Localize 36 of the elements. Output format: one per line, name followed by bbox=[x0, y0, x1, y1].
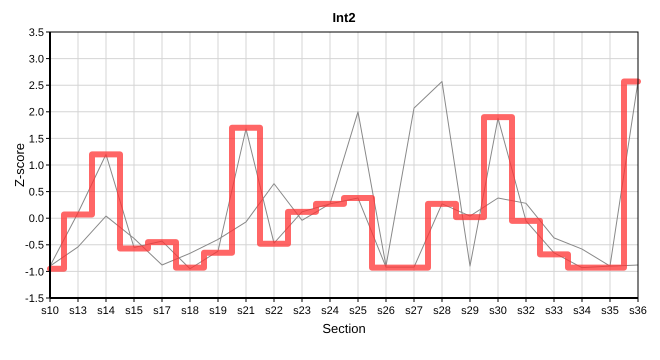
x-tick-label: s22 bbox=[265, 305, 283, 317]
x-tick-label: s35 bbox=[601, 305, 619, 317]
x-tick-label: s24 bbox=[321, 305, 339, 317]
y-tick-label: 2.0 bbox=[28, 106, 44, 119]
y-tick-label: 3.0 bbox=[28, 53, 44, 66]
y-tick-label: -0.5 bbox=[25, 240, 44, 252]
y-tick-label: 0.0 bbox=[28, 213, 44, 226]
x-tick-label: s34 bbox=[573, 305, 591, 317]
x-tick-label: s33 bbox=[545, 305, 563, 317]
y-tick-label: -1.5 bbox=[25, 292, 44, 305]
x-tick-label: s29 bbox=[461, 305, 479, 317]
x-tick-label: s30 bbox=[489, 305, 507, 317]
x-axis-title: Section bbox=[322, 321, 366, 336]
x-tick-label: s32 bbox=[517, 305, 535, 317]
x-tick-label: s36 bbox=[629, 305, 647, 317]
y-axis-title: Z-score bbox=[12, 142, 27, 188]
y-tick-label: 1.5 bbox=[28, 133, 44, 146]
y-tick-label: 0.5 bbox=[28, 186, 44, 198]
chart-title: Int2 bbox=[332, 10, 356, 25]
x-tick-label: s17 bbox=[153, 305, 171, 317]
x-tick-label: s13 bbox=[69, 305, 87, 317]
x-tick-label: s10 bbox=[41, 305, 59, 317]
y-tick-label: 2.5 bbox=[28, 80, 44, 92]
x-tick-label: s25 bbox=[349, 305, 367, 317]
x-tick-label: s23 bbox=[293, 305, 311, 317]
y-tick-label: 3.5 bbox=[28, 26, 44, 39]
x-tick-label: s27 bbox=[405, 305, 423, 317]
x-tick-label: s15 bbox=[125, 305, 143, 317]
x-tick-label: s14 bbox=[97, 305, 115, 317]
y-tick-label: 1.0 bbox=[28, 160, 44, 172]
x-tick-label: s19 bbox=[209, 305, 227, 317]
y-tick-label: -1.0 bbox=[25, 266, 44, 278]
x-tick-label: s26 bbox=[377, 305, 395, 317]
x-tick-label: s21 bbox=[237, 305, 255, 317]
x-tick-label: s18 bbox=[181, 305, 199, 317]
x-tick-label: s28 bbox=[433, 305, 451, 317]
